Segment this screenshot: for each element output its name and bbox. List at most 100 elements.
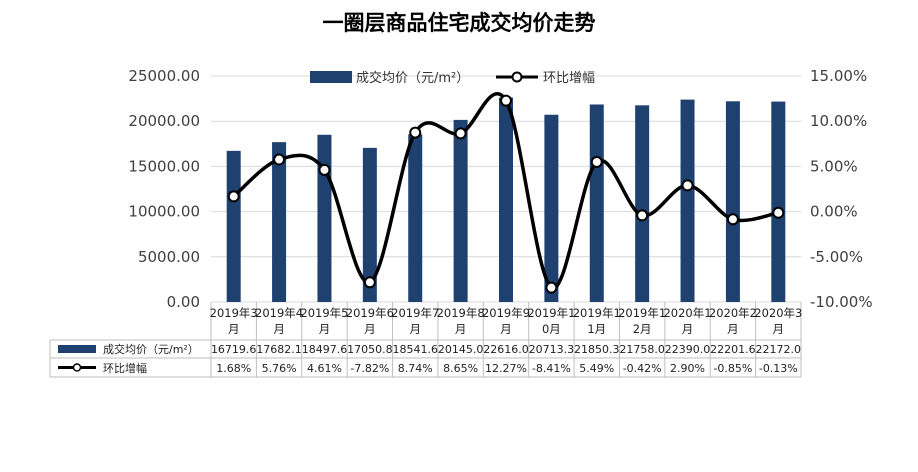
bar: [680, 99, 695, 303]
line-point: [590, 155, 603, 168]
table-cell: 8.74%: [398, 362, 433, 375]
table-cell: 12.27%: [485, 362, 527, 375]
category-label: 2020年1: [663, 306, 711, 320]
bar: [635, 105, 650, 302]
legend-line-label: 环比增幅: [543, 71, 595, 86]
category-label: 月: [319, 322, 331, 336]
line-point: [363, 276, 376, 289]
table-cell: 22616.0: [483, 343, 529, 356]
category-label: 月: [727, 322, 739, 336]
left-tick-label: 5000.00: [138, 248, 200, 266]
left-tick-label: 10000.00: [128, 203, 200, 221]
category-label: 2019年9: [482, 306, 530, 320]
table-cell: 22390.0: [665, 343, 711, 356]
table-cell: -0.85%: [713, 362, 752, 375]
line-point: [636, 209, 649, 222]
line-point: [454, 127, 467, 140]
bar-series: [226, 97, 786, 303]
category-label: 2019年1: [573, 306, 621, 320]
line-point: [726, 213, 739, 226]
table-row-label: 成交均价（元/m²）: [103, 342, 199, 356]
table-cell: 5.49%: [579, 362, 614, 375]
table-cell: 21758.0: [619, 343, 665, 356]
left-tick-label: 25000.00: [128, 67, 200, 85]
table-cell: 18541.6: [392, 343, 438, 356]
category-label: 2019年6: [346, 306, 394, 320]
category-label: 月: [500, 322, 512, 336]
category-label: 2019年4: [255, 306, 303, 320]
right-tick-label: 10.00%: [810, 112, 867, 130]
right-tick-label: 0.00%: [810, 203, 858, 221]
category-label: 2019年1: [618, 306, 666, 320]
line-point: [409, 126, 422, 139]
right-tick-label: -5.00%: [810, 248, 863, 266]
legend-bar-swatch: [310, 71, 352, 83]
table-cell: -0.42%: [623, 362, 662, 375]
category-label: 月: [773, 322, 785, 336]
category-label: 月: [409, 322, 421, 336]
table-bar-swatch: [58, 345, 96, 353]
table-cell: 2.90%: [670, 362, 705, 375]
table-cell: 22201.6: [710, 343, 756, 356]
category-label: 2月: [633, 322, 652, 336]
table-cell: -7.82%: [350, 362, 389, 375]
table-row-label: 环比增幅: [103, 361, 147, 375]
table-cell: 20713.3: [529, 343, 575, 356]
table-cell: 4.61%: [307, 362, 342, 375]
legend-line-marker: [511, 71, 523, 83]
legend-bar-label: 成交均价（元/m²）: [356, 70, 469, 86]
right-tick-label: 15.00%: [810, 67, 867, 85]
table-cell: 16719.6: [211, 343, 257, 356]
right-tick-label: -10.00%: [810, 293, 873, 311]
line-point: [681, 179, 694, 192]
category-label: 月: [273, 322, 285, 336]
category-label: 月: [682, 322, 694, 336]
table-cell: 18497.6: [302, 343, 348, 356]
category-label: 月: [455, 322, 467, 336]
bar: [226, 150, 241, 302]
category-label: 2019年1: [527, 306, 575, 320]
table-cell: -8.41%: [532, 362, 571, 375]
line-point: [227, 190, 240, 203]
data-table: 2019年3 月 2019年4 月 2019年5 月 2019年6 月 2019年7 月 2019年…: [49, 302, 802, 378]
category-label: 月: [228, 322, 240, 336]
category-label: 2019年8: [437, 306, 485, 320]
bar: [771, 101, 786, 302]
line-point: [500, 94, 512, 107]
table-cell: 17682.1: [256, 343, 302, 356]
table-cell: 5.76%: [262, 362, 297, 375]
left-tick-label: 15000.00: [128, 157, 200, 175]
category-label: 1月: [587, 322, 606, 336]
category-label: 2020年3: [754, 306, 802, 320]
bar: [317, 134, 332, 302]
line-point: [772, 206, 785, 219]
chart-title: 一圈层商品住宅成交均价走势: [323, 11, 596, 35]
bar: [544, 114, 559, 302]
legend: 成交均价（元/m²） 环比增幅: [310, 70, 595, 86]
table-line-marker: [72, 363, 82, 372]
category-label: 2020年2: [709, 306, 757, 320]
category-label: 2019年7: [391, 306, 439, 320]
table-cell: 20145.0: [438, 343, 484, 356]
line-point: [545, 281, 558, 294]
right-tick-label: 5.00%: [810, 157, 858, 175]
line-point: [318, 163, 331, 176]
bar: [362, 147, 377, 302]
bar: [408, 134, 423, 302]
category-label: 2019年3: [210, 306, 258, 320]
left-tick-label: 20000.00: [128, 112, 200, 130]
line-series: [227, 92, 785, 294]
left-axis: 0.00 5000.00 10000.00 15000.00 20000.00 25000…: [128, 67, 200, 311]
category-label: 0月: [542, 322, 561, 336]
bar: [725, 101, 740, 302]
bar: [272, 142, 287, 302]
table-cell: 17050.8: [347, 343, 393, 356]
line-point: [273, 153, 286, 166]
table-cell: 8.65%: [443, 362, 478, 375]
category-label: 月: [364, 322, 376, 336]
table-cell: -0.13%: [759, 362, 798, 375]
bar: [499, 97, 513, 302]
table-cell: 1.68%: [216, 362, 251, 375]
bar: [589, 104, 604, 302]
